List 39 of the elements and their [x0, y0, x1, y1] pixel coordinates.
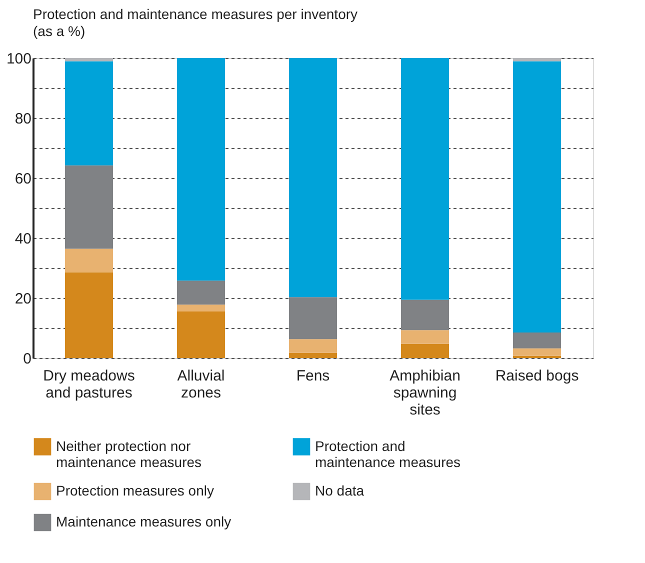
bar [289, 58, 337, 298]
bar [513, 61, 561, 332]
bar [177, 312, 225, 358]
legend-label: Neither protection nor maintenance measures [56, 438, 202, 470]
bar [513, 348, 561, 356]
bar [289, 297, 337, 340]
x-tick-label: Dry meadows and pastures [43, 368, 135, 402]
bar [65, 58, 113, 62]
y-tick-label: 100 [6, 50, 32, 68]
x-tick-label: Raised bogs [495, 368, 579, 384]
bar [177, 58, 225, 281]
bar [289, 339, 337, 353]
bar [65, 61, 113, 166]
x-tick-label: Fens [296, 368, 330, 384]
legend-label: Maintenance measures only [56, 514, 232, 530]
x-tick-label: Alluvial zones [177, 368, 225, 402]
bar [65, 272, 113, 358]
bar [65, 165, 113, 249]
x-tick-label: Amphibian spawning sites [390, 368, 460, 418]
bar [177, 304, 225, 312]
legend-label: No data [315, 482, 364, 498]
legend-label: Protection and maintenance measures [315, 438, 461, 470]
legend-label: Protection measures only [56, 482, 214, 498]
chart-subtitle: (as a %) [33, 23, 86, 39]
bar [401, 58, 449, 300]
y-tick-label: 20 [14, 290, 32, 308]
bar [289, 352, 337, 358]
bar [401, 300, 449, 330]
y-tick-label: 0 [23, 350, 32, 368]
bar [401, 344, 449, 358]
bar [401, 330, 449, 344]
bar [513, 58, 561, 62]
y-tick-label: 40 [14, 230, 32, 248]
bar [513, 332, 561, 348]
y-tick-label: 60 [14, 170, 32, 188]
bar [65, 248, 113, 272]
bar [177, 280, 225, 305]
chart-title: Protection and maintenance measures per inventory [33, 6, 358, 22]
y-tick-label: 80 [14, 110, 32, 128]
